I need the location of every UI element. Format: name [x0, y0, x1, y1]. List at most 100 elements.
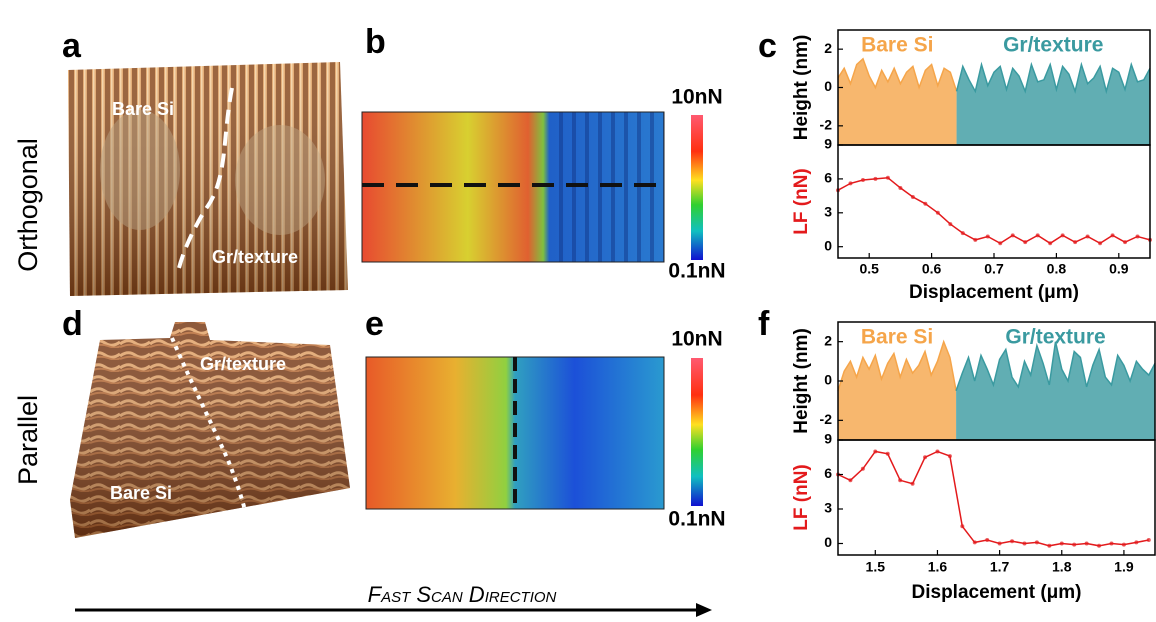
- lf-point: [910, 194, 915, 199]
- lf-point: [1085, 234, 1090, 239]
- colorbar-min: 0.1nN: [668, 260, 725, 283]
- lf-line: [837, 450, 1149, 547]
- lf-point: [1010, 233, 1015, 238]
- x-axis-label: Displacement (μm): [912, 582, 1082, 603]
- y-tick-label: 9: [824, 136, 832, 152]
- y-tick-label: 0: [824, 372, 832, 388]
- lf-point: [848, 181, 853, 186]
- series-label: Gr/texture: [1003, 34, 1103, 57]
- lf-point: [1072, 542, 1077, 547]
- height-line: [955, 61, 1151, 95]
- x-tick-label: 1.7: [990, 559, 1010, 575]
- y-tick-label: 3: [824, 204, 832, 220]
- lf-point: [1109, 541, 1114, 546]
- lf-point: [1123, 240, 1128, 245]
- lf-point: [960, 231, 965, 236]
- y-tick-label: 0: [824, 534, 832, 550]
- lf-point: [935, 210, 940, 215]
- lf-point: [860, 178, 865, 183]
- lf-point: [1146, 538, 1151, 543]
- y-tick-label: 3: [824, 500, 832, 516]
- charts: Bare Si Gr/texture -2 0 2 Height (nm) 0 3 6 9 0.5 0…: [791, 29, 1156, 603]
- x-tick-label: 0.6: [922, 261, 942, 277]
- x-tick-label: 1.8: [1052, 559, 1072, 575]
- lf-point: [1121, 542, 1126, 547]
- x-tick-label: 1.6: [928, 559, 948, 575]
- lf-point: [1073, 240, 1078, 245]
- y-tick-label: -2: [820, 117, 833, 133]
- lf-point: [1059, 541, 1064, 546]
- y-axis-label: LF (nN): [791, 168, 812, 234]
- lf-point: [948, 222, 953, 227]
- y-axis-label: Height (nm): [791, 35, 812, 141]
- row-label: Parallel: [13, 395, 43, 485]
- lf-point: [1047, 543, 1052, 548]
- image-label: Gr/texture: [212, 247, 298, 267]
- lf-point: [898, 478, 903, 483]
- row-label: Orthogonal: [13, 138, 43, 272]
- colorbar-max: 10nN: [671, 328, 722, 351]
- lf-point: [1035, 233, 1040, 238]
- x-tick-label: 0.9: [1109, 261, 1129, 277]
- lf-point: [1034, 540, 1039, 545]
- lf-point: [873, 449, 878, 454]
- lf-point: [1084, 541, 1089, 546]
- panel-label: c: [758, 27, 777, 65]
- lf-point: [972, 540, 977, 545]
- lf-point: [1048, 241, 1053, 246]
- lf-point: [848, 478, 853, 483]
- lf-point: [1097, 543, 1102, 548]
- y-tick-label: 0: [824, 237, 832, 253]
- panel-label: d: [62, 305, 83, 343]
- x-axis-label: Displacement (μm): [909, 282, 1079, 303]
- scan-direction-label: Fast Scan Direction: [368, 582, 557, 607]
- lf-point: [923, 201, 928, 206]
- height-area: [838, 58, 957, 145]
- x-tick-label: 0.8: [1047, 261, 1067, 277]
- force-map: [361, 111, 665, 263]
- afm-image: [68, 62, 348, 296]
- y-axis-label: LF (nN): [791, 464, 812, 530]
- y-axis-label: Height (nm): [791, 328, 812, 434]
- lf-point: [1060, 233, 1065, 238]
- axes-frame: [837, 439, 1156, 556]
- lf-point: [935, 449, 940, 454]
- lf-point: [885, 451, 890, 456]
- lf-point: [1098, 241, 1103, 246]
- lf-point: [960, 524, 965, 529]
- force-map: [365, 356, 665, 510]
- lf-line: [837, 177, 1151, 245]
- lf-point: [1022, 541, 1027, 546]
- y-tick-label: 9: [824, 431, 832, 447]
- height-line: [837, 339, 957, 392]
- panel-label: f: [758, 305, 770, 343]
- colorbar-min: 0.1nN: [668, 508, 725, 531]
- afm-image: [70, 322, 350, 538]
- x-tick-label: 1.9: [1114, 559, 1134, 575]
- lf-point: [985, 538, 990, 543]
- image-label: Gr/texture: [200, 354, 286, 374]
- image-label: Bare Si: [112, 99, 174, 119]
- y-tick-label: 6: [824, 465, 832, 481]
- colorbar: [691, 115, 703, 260]
- y-tick-label: 6: [824, 170, 832, 186]
- lf-point: [1110, 233, 1115, 238]
- lf-point: [947, 454, 952, 459]
- lf-point: [923, 455, 928, 460]
- y-tick-label: 2: [824, 332, 832, 348]
- series-label: Gr/texture: [1005, 326, 1105, 349]
- x-tick-label: 1.5: [866, 559, 886, 575]
- lf-point: [873, 176, 878, 181]
- y-tick-label: -2: [820, 411, 833, 427]
- panel-label: e: [365, 305, 384, 343]
- lf-point: [997, 541, 1002, 546]
- lf-point: [973, 237, 978, 242]
- lf-point: [860, 466, 865, 471]
- lf-point: [910, 481, 915, 486]
- panel-label: a: [62, 27, 82, 65]
- panel-label: b: [365, 23, 386, 61]
- height-area: [956, 341, 1155, 440]
- lf-point: [985, 234, 990, 239]
